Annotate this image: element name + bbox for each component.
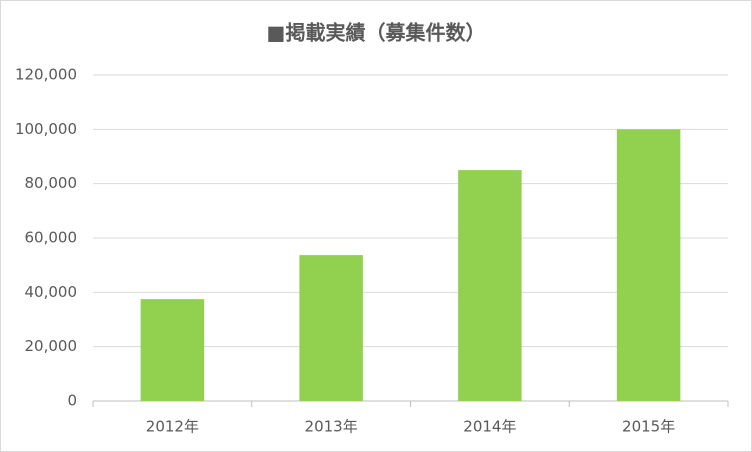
y-tick-label: 100,000 [15,120,77,138]
y-tick-label: 60,000 [25,229,78,247]
y-tick-label: 0 [67,392,77,410]
y-tick-label: 120,000 [15,66,77,84]
bar [616,129,681,402]
y-tick-label: 20,000 [25,337,78,355]
x-tick-label: 2014年 [463,418,516,436]
bar [299,255,363,401]
x-tick-label: 2013年 [305,418,358,436]
chart-title: ■掲載実績（募集件数） [267,21,486,45]
x-tick-label: 2015年 [622,418,675,436]
bar [140,299,205,401]
y-tick-label: 40,000 [25,283,78,301]
y-tick-label: 80,000 [25,174,78,192]
x-tick-label: 2012年 [146,418,199,436]
bar [458,170,522,401]
